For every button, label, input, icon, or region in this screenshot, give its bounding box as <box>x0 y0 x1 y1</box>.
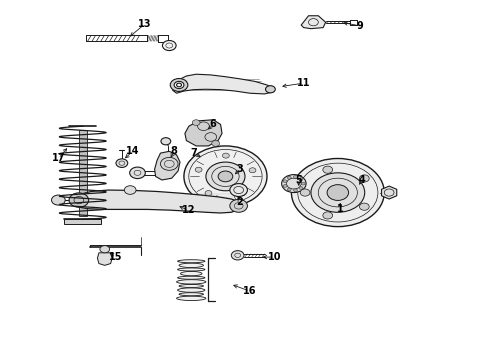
Polygon shape <box>185 120 222 146</box>
Circle shape <box>301 182 305 185</box>
Circle shape <box>184 146 267 207</box>
Text: 11: 11 <box>297 78 310 88</box>
Text: 15: 15 <box>109 252 122 262</box>
Circle shape <box>327 185 348 201</box>
Circle shape <box>283 184 287 187</box>
Polygon shape <box>155 151 180 180</box>
Circle shape <box>283 180 287 183</box>
Text: 3: 3 <box>237 164 244 174</box>
Circle shape <box>162 41 176 50</box>
Text: 6: 6 <box>210 120 217 129</box>
Circle shape <box>231 251 244 260</box>
Polygon shape <box>98 253 112 265</box>
Circle shape <box>100 246 110 253</box>
Text: 2: 2 <box>237 197 244 207</box>
Ellipse shape <box>176 296 206 301</box>
Text: 5: 5 <box>295 175 302 185</box>
Circle shape <box>323 166 333 173</box>
Circle shape <box>300 189 310 196</box>
Circle shape <box>299 178 303 181</box>
Polygon shape <box>64 220 101 224</box>
Circle shape <box>360 175 369 182</box>
Circle shape <box>266 86 275 93</box>
Ellipse shape <box>177 260 205 263</box>
Circle shape <box>51 195 65 205</box>
Circle shape <box>287 188 291 191</box>
Circle shape <box>323 212 333 219</box>
Ellipse shape <box>177 276 205 279</box>
Text: 13: 13 <box>138 19 151 29</box>
Circle shape <box>206 162 245 191</box>
Text: 17: 17 <box>51 153 65 163</box>
Circle shape <box>292 158 384 226</box>
Circle shape <box>124 186 136 194</box>
Text: 10: 10 <box>268 252 281 262</box>
Circle shape <box>287 176 291 179</box>
Polygon shape <box>73 190 243 213</box>
Circle shape <box>311 173 365 212</box>
Circle shape <box>170 78 188 91</box>
Text: 14: 14 <box>126 146 139 156</box>
Circle shape <box>116 159 128 167</box>
Text: 4: 4 <box>359 175 366 185</box>
Polygon shape <box>301 16 326 29</box>
Circle shape <box>360 203 369 210</box>
Circle shape <box>130 167 146 179</box>
Circle shape <box>212 140 220 146</box>
Circle shape <box>69 193 89 207</box>
Text: 8: 8 <box>171 146 177 156</box>
Circle shape <box>174 81 184 89</box>
Text: 1: 1 <box>337 204 343 214</box>
Text: 16: 16 <box>243 286 257 296</box>
Circle shape <box>205 190 212 195</box>
Ellipse shape <box>177 288 205 292</box>
Circle shape <box>299 186 303 189</box>
Polygon shape <box>79 130 87 216</box>
Circle shape <box>222 153 229 158</box>
Circle shape <box>294 175 297 178</box>
Text: 7: 7 <box>190 148 197 158</box>
Text: 9: 9 <box>356 21 363 31</box>
Ellipse shape <box>179 263 203 267</box>
Circle shape <box>195 167 202 172</box>
Circle shape <box>249 168 256 173</box>
Ellipse shape <box>176 280 206 284</box>
Circle shape <box>238 191 245 196</box>
Ellipse shape <box>179 293 203 296</box>
Circle shape <box>294 189 297 192</box>
Circle shape <box>218 171 233 182</box>
Polygon shape <box>172 74 274 94</box>
Circle shape <box>161 138 171 145</box>
Polygon shape <box>382 186 397 199</box>
Circle shape <box>282 175 306 193</box>
Circle shape <box>192 120 200 126</box>
Circle shape <box>230 199 247 212</box>
Ellipse shape <box>179 284 203 288</box>
Circle shape <box>230 184 247 197</box>
Text: 12: 12 <box>182 206 196 216</box>
Ellipse shape <box>180 271 202 276</box>
Ellipse shape <box>177 268 205 271</box>
